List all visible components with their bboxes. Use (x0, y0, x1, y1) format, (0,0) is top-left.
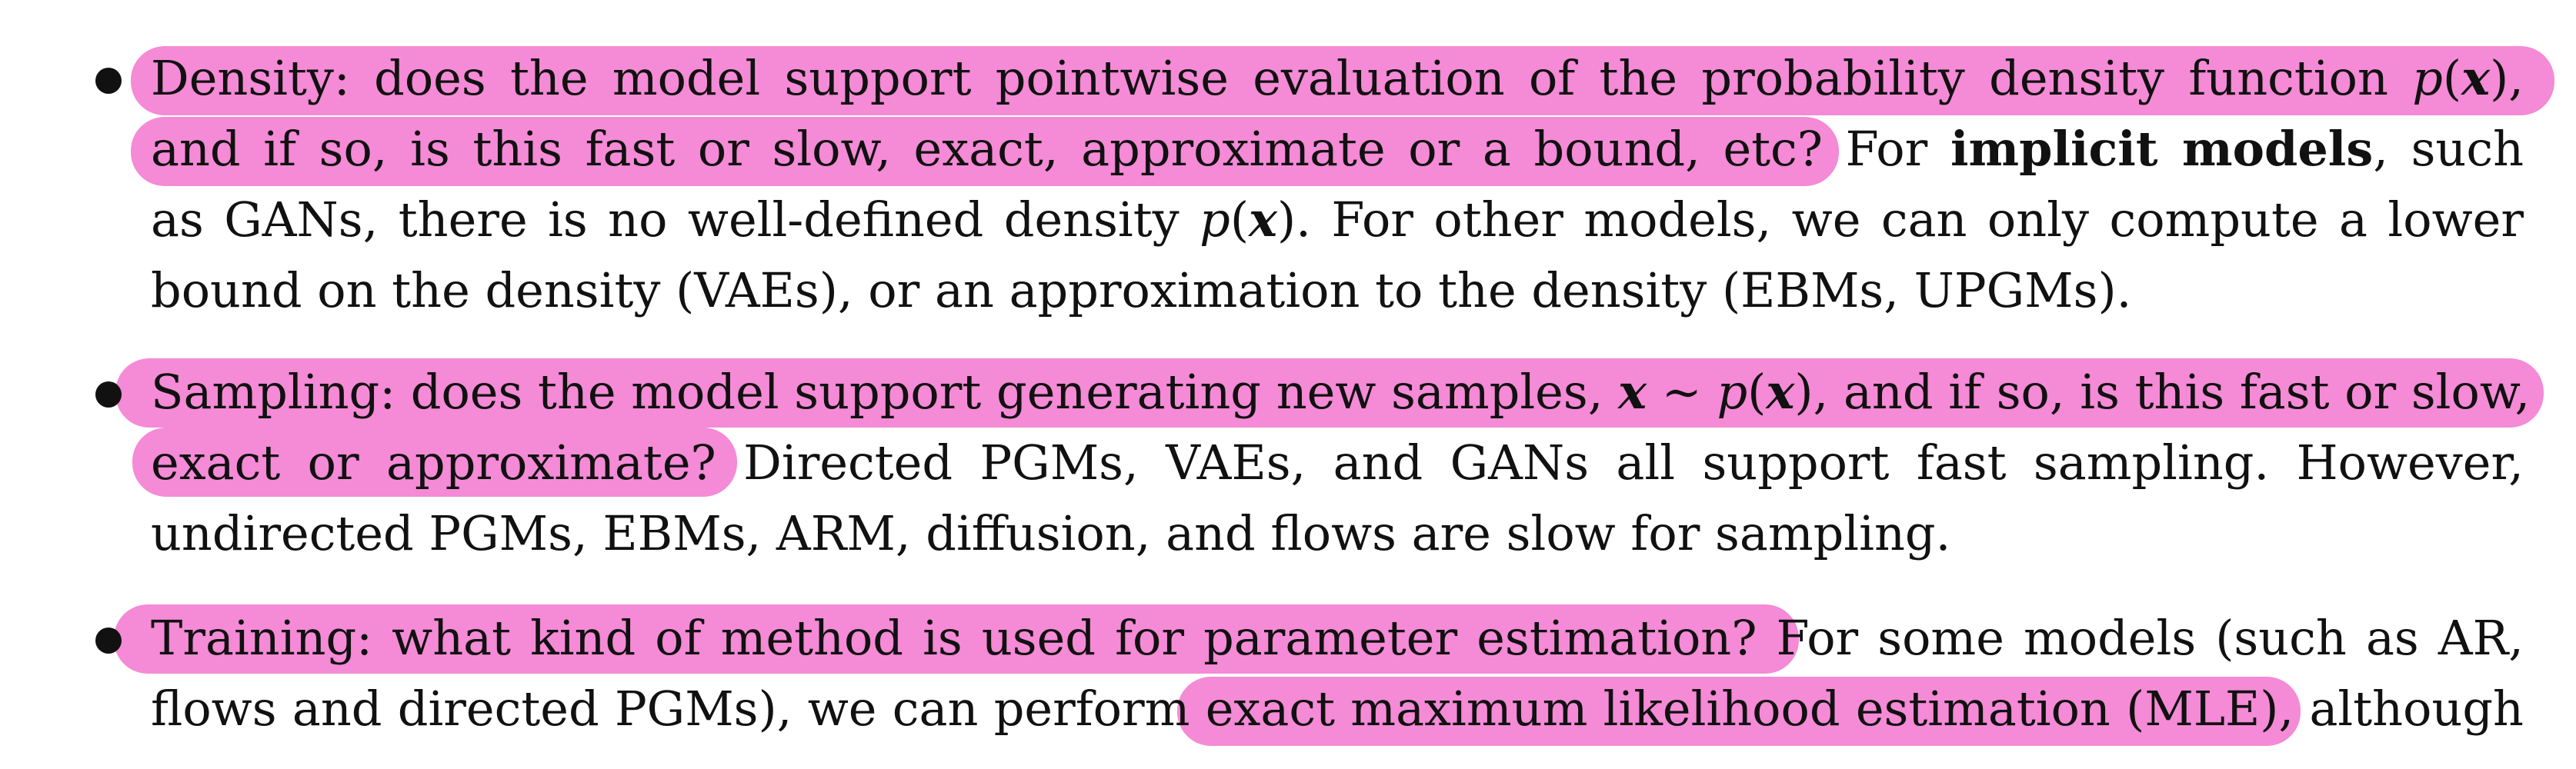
sampling-x-vector: x (1618, 364, 1647, 420)
training-question-text: Training: what kind of method is used fo… (151, 610, 1757, 666)
sampling-line-2: exact or approximate? Directed PGMs, VAE… (151, 429, 2524, 497)
sampling-p-symbol: p (1717, 364, 1748, 420)
sampling-slow-text: undirected PGMs, EBMs, ARM, diffusion, a… (151, 505, 1951, 561)
training-although-text: , although (2278, 681, 2524, 737)
highlight-mle[interactable] (1177, 677, 2301, 746)
density-text-such: , such (2373, 121, 2524, 177)
sampling-open-paren: ( (1747, 364, 1767, 420)
density-close-paren-2: ). (1276, 191, 1311, 248)
density-close-paren: ), (2490, 50, 2524, 106)
highlight-sampling-question-line2[interactable] (132, 428, 737, 497)
density-other-models-text: For other models, we can only compute a … (1310, 191, 2524, 248)
implicit-models-term: implicit models (1950, 121, 2374, 177)
training-models-text: For some models (such as AR, (1757, 610, 2524, 666)
highlight-density-question-line2[interactable] (131, 117, 1839, 186)
density-x-vector-2: x (1249, 191, 1277, 248)
density-bound-text: bound on the density (VAEs), or an appro… (151, 262, 2132, 318)
density-p-symbol-2: p (1200, 191, 1230, 248)
density-line-1: Density: does the model support pointwis… (151, 45, 2524, 112)
sampling-fast-text: Directed PGMs, VAEs, and GANs all suppor… (716, 434, 2524, 491)
highlight-sampling-question-line1[interactable] (115, 358, 2544, 428)
density-line-2: and if so, is this fast or slow, exact, … (151, 115, 2524, 183)
highlight-training-question[interactable] (114, 604, 1799, 674)
density-p-symbol: p (2412, 50, 2443, 106)
density-gans-text: as GANs, there is no well-defined densit… (151, 191, 1200, 248)
sampling-line-3: undirected PGMs, EBMs, ARM, diffusion, a… (151, 500, 2524, 568)
density-text-for: For (1823, 121, 1950, 177)
sampling-close-paren: ) (1794, 364, 1814, 420)
density-question-text: Density: does the model support pointwis… (151, 50, 2413, 106)
density-line-3: as GANs, there is no well-defined densit… (151, 186, 2524, 254)
density-line-4: bound on the density (VAEs), or an appro… (151, 257, 2524, 325)
bullet-sampling (95, 381, 122, 408)
sampling-question-continued: exact or approximate? (151, 434, 716, 491)
density-open-paren: ( (2442, 50, 2462, 106)
sampling-sim-symbol: ∼ (1647, 364, 1717, 420)
sampling-question-text: Sampling: does the model support generat… (151, 364, 1619, 420)
training-line-2: flows and directed PGMs), we can perform… (151, 675, 2524, 743)
sampling-line-1: Sampling: does the model support generat… (151, 358, 2530, 426)
training-mle-text: exact maximum likelihood estimation (MLE… (1205, 681, 2279, 737)
sampling-x-vector-2: x (1766, 364, 1795, 420)
density-x-vector: x (2461, 50, 2491, 106)
bullet-training (95, 628, 122, 654)
density-question-continued: and if so, is this fast or slow, exact, … (151, 121, 1824, 177)
training-line-1: Training: what kind of method is used fo… (151, 604, 2524, 672)
bullet-density (95, 68, 122, 94)
training-perform-text: flows and directed PGMs), we can perform (151, 681, 1206, 737)
sampling-question-tail: , and if so, is this fast or slow, (1813, 364, 2531, 420)
density-open-paren-2: ( (1230, 191, 1250, 248)
highlight-density-question-line1[interactable] (131, 46, 2554, 115)
